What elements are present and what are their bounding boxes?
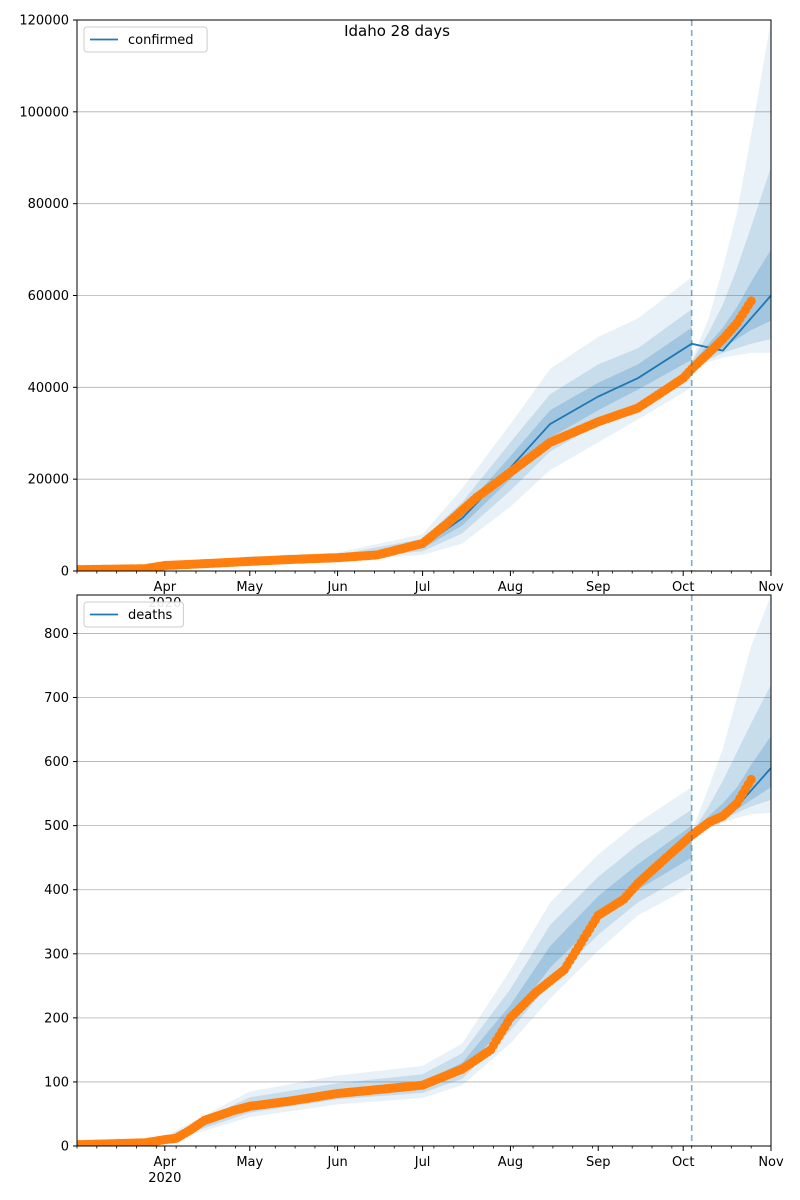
x-tick-label: Jun [326,1155,347,1170]
legend: deaths [83,601,184,628]
x-tick-label: Nov [758,580,784,595]
y-tick-label: 0 [61,565,69,580]
x-tick-label: Apr [154,1155,177,1170]
uncertainty-band [691,20,771,369]
chart-title: Idaho 28 days [344,22,450,40]
uncertainty-band [691,166,771,367]
y-tick-label: 100000 [19,105,69,120]
confirmed-panel: 020000400006000080000100000120000Apr2020… [19,14,784,612]
x-tick-label: Jul [414,580,431,595]
x-tick-label: Jun [326,580,347,595]
x-tick-label: Sep [586,580,611,595]
uncertainty-band [77,277,692,571]
observed-point [746,296,756,306]
legend-box [83,601,184,628]
y-tick-label: 600 [44,755,69,770]
y-tick-label: 0 [61,1140,69,1155]
x-tick-label: Nov [758,1155,784,1170]
uncertainty-band [691,684,771,836]
legend-label: confirmed [128,33,194,48]
x-tick-label: May [236,1155,263,1170]
plot-area [77,20,771,571]
y-tick-label: 700 [44,691,69,706]
y-tick-label: 80000 [28,197,69,212]
x-tick-label: Jul [414,1155,431,1170]
x-tick-label: Apr [154,580,177,595]
x-tick-year-label: 2020 [148,1171,181,1186]
y-tick-label: 120000 [19,14,69,29]
y-tick-label: 800 [44,627,69,642]
y-tick-label: 20000 [28,473,69,488]
observed-point [746,774,756,785]
y-tick-label: 200 [44,1011,69,1026]
legend-label: deaths [128,608,173,623]
y-tick-label: 500 [44,819,69,834]
y-tick-label: 60000 [28,289,69,304]
x-tick-label: Oct [672,1155,694,1170]
y-tick-label: 300 [44,947,69,962]
x-tick-label: Oct [672,580,694,595]
axes-frame [76,594,772,1147]
y-tick-label: 40000 [28,381,69,396]
plot-area [77,595,771,1146]
x-tick-label: Aug [498,1155,523,1170]
y-tick-label: 400 [44,883,69,898]
legend: confirmed [83,26,208,53]
legend-box [83,26,208,53]
x-tick-label: Sep [586,1155,611,1170]
uncertainty-band [77,809,692,1146]
x-tick-label: May [236,580,263,595]
uncertainty-band [77,309,692,571]
x-tick-label: Aug [498,580,523,595]
y-tick-label: 100 [44,1075,69,1090]
